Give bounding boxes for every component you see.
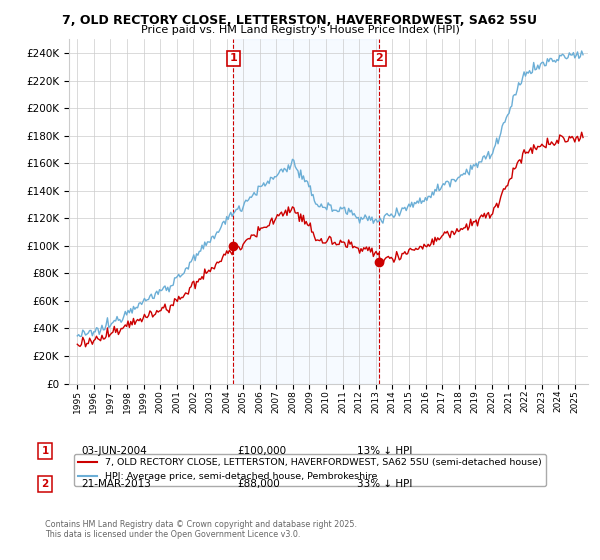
Text: 2: 2 bbox=[41, 479, 49, 489]
Text: 03-JUN-2004: 03-JUN-2004 bbox=[81, 446, 147, 456]
Bar bbox=[233, 39, 379, 384]
Text: 1: 1 bbox=[41, 446, 49, 456]
Text: 21-MAR-2013: 21-MAR-2013 bbox=[81, 479, 151, 489]
Legend: 7, OLD RECTORY CLOSE, LETTERSTON, HAVERFORDWEST, SA62 5SU (semi-detached house),: 7, OLD RECTORY CLOSE, LETTERSTON, HAVERF… bbox=[74, 454, 547, 486]
Text: Contains HM Land Registry data © Crown copyright and database right 2025.
This d: Contains HM Land Registry data © Crown c… bbox=[45, 520, 357, 539]
Text: £88,000: £88,000 bbox=[237, 479, 280, 489]
Text: 1: 1 bbox=[230, 54, 238, 63]
Text: Price paid vs. HM Land Registry's House Price Index (HPI): Price paid vs. HM Land Registry's House … bbox=[140, 25, 460, 35]
Text: 13% ↓ HPI: 13% ↓ HPI bbox=[357, 446, 412, 456]
Text: £100,000: £100,000 bbox=[237, 446, 286, 456]
Text: 2: 2 bbox=[376, 54, 383, 63]
Text: 7, OLD RECTORY CLOSE, LETTERSTON, HAVERFORDWEST, SA62 5SU: 7, OLD RECTORY CLOSE, LETTERSTON, HAVERF… bbox=[62, 14, 538, 27]
Text: 33% ↓ HPI: 33% ↓ HPI bbox=[357, 479, 412, 489]
